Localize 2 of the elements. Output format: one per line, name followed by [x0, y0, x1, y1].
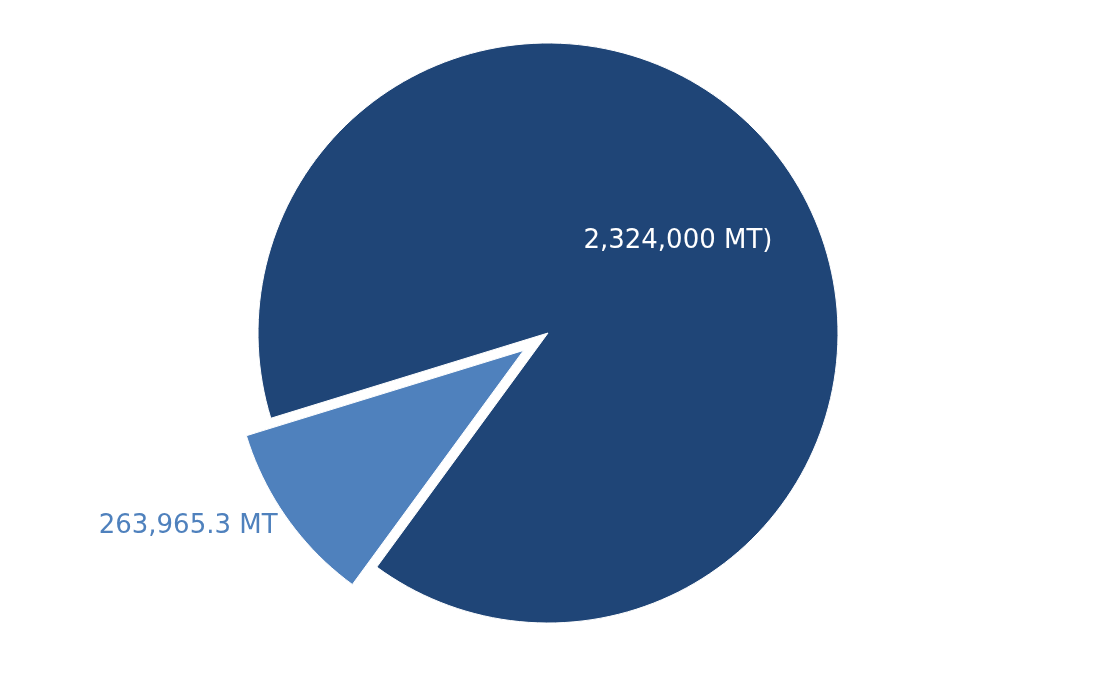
- data-label: 2,324,000 MT): [583, 223, 773, 254]
- data-label: 263,965.3 MT: [98, 509, 278, 540]
